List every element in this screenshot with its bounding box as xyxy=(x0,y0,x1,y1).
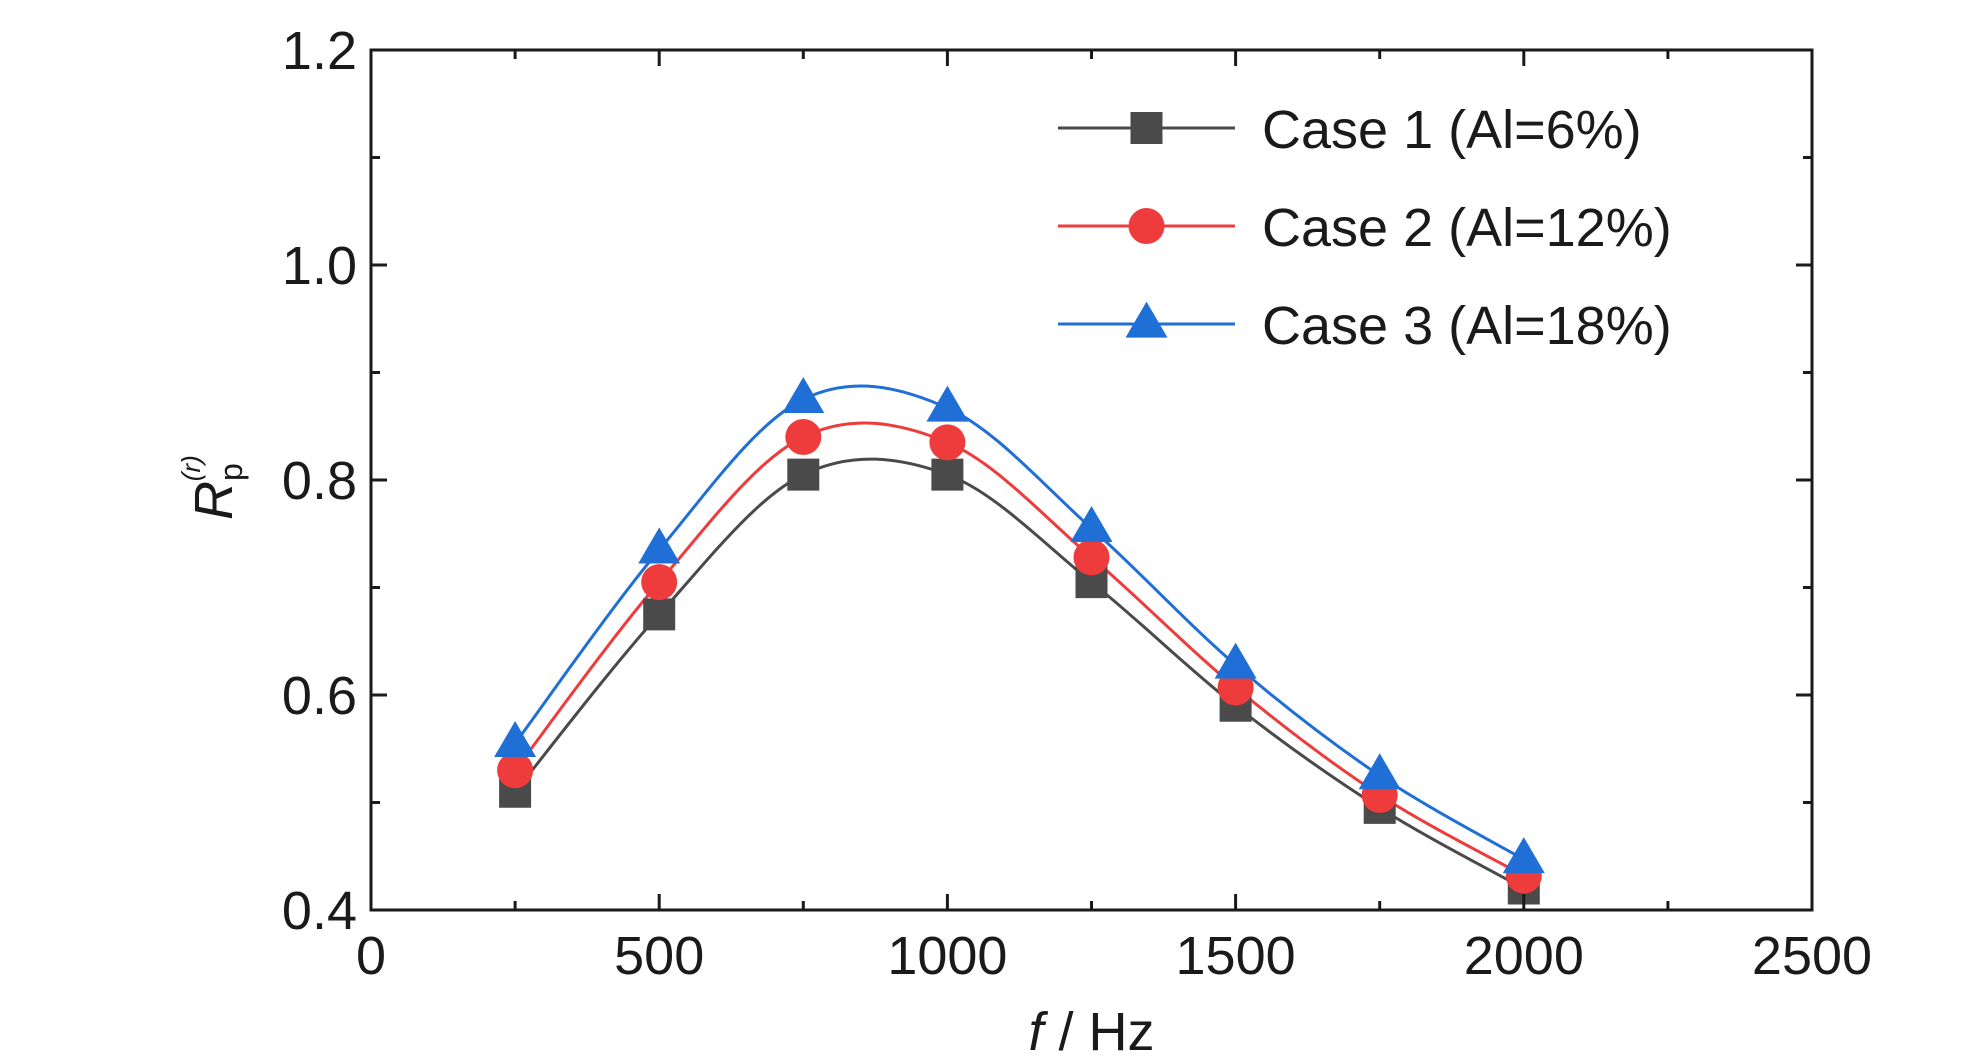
svg-text:Rp(r): Rp (r) xyxy=(176,455,249,520)
y-tick-label: 1.2 xyxy=(282,21,357,81)
data-point-series-3 xyxy=(638,527,681,564)
legend: Case 1 (Al=6%) Case 2 (Al=12%) Case 3 (Al=… xyxy=(1058,100,1672,356)
data-point-series-2 xyxy=(641,564,678,601)
y-tick-labels: 0.4 0.6 0.8 1.0 1.2 xyxy=(282,21,357,941)
legend-label-3: Case 3 (Al=18%) xyxy=(1262,296,1672,356)
data-point-series-3 xyxy=(1070,506,1113,543)
data-point-series-3 xyxy=(1214,642,1257,679)
data-point-series-3 xyxy=(926,385,969,422)
data-point-series-2 xyxy=(497,752,534,789)
x-axis-unit: / Hz xyxy=(1044,1002,1155,1062)
data-point-series-2 xyxy=(929,424,966,461)
y-axis-subscript: p xyxy=(213,463,249,481)
data-point-series-3 xyxy=(782,377,825,414)
legend-label-1: Case 1 (Al=6%) xyxy=(1262,100,1642,160)
axis-ticks xyxy=(369,48,1814,912)
y-tick-label: 0.4 xyxy=(282,881,357,941)
y-tick-label: 1.0 xyxy=(282,236,357,296)
x-axis-title: f / Hz xyxy=(1028,1002,1154,1062)
data-point-series-3 xyxy=(1358,753,1401,790)
legend-marker-2 xyxy=(1128,208,1165,244)
data-point-series-1 xyxy=(931,458,964,491)
legend-marker-3 xyxy=(1125,301,1168,338)
data-point-series-1 xyxy=(787,458,820,491)
series-line-1 xyxy=(513,457,1525,890)
data-point-series-3 xyxy=(494,721,537,758)
plot-frame xyxy=(369,48,1814,912)
data-point-series-3 xyxy=(1502,837,1545,874)
x-tick-label: 2500 xyxy=(1752,926,1872,986)
data-point-series-2 xyxy=(785,419,822,455)
x-tick-label: 500 xyxy=(614,926,704,986)
y-tick-label: 0.8 xyxy=(282,451,357,511)
y-axis-superscript: (r) xyxy=(176,455,206,481)
legend-label-2: Case 2 (Al=12%) xyxy=(1262,198,1672,258)
data-point-series-2 xyxy=(1073,539,1110,576)
x-tick-labels: 0 500 1000 1500 2000 2500 xyxy=(356,926,1872,986)
y-axis-symbol: R xyxy=(184,481,244,520)
x-tick-label: 1500 xyxy=(1176,926,1296,986)
x-tick-label: 2000 xyxy=(1464,926,1584,986)
y-axis-title: Rp (r) xyxy=(176,455,249,520)
y-tick-label: 0.6 xyxy=(282,666,357,726)
series-markers xyxy=(494,377,1545,905)
x-tick-label: 0 xyxy=(356,926,386,986)
x-tick-label: 1000 xyxy=(887,926,1007,986)
x-axis-variable: f xyxy=(1028,1002,1048,1062)
data-point-series-1 xyxy=(643,598,676,631)
legend-marker-1 xyxy=(1130,112,1163,144)
